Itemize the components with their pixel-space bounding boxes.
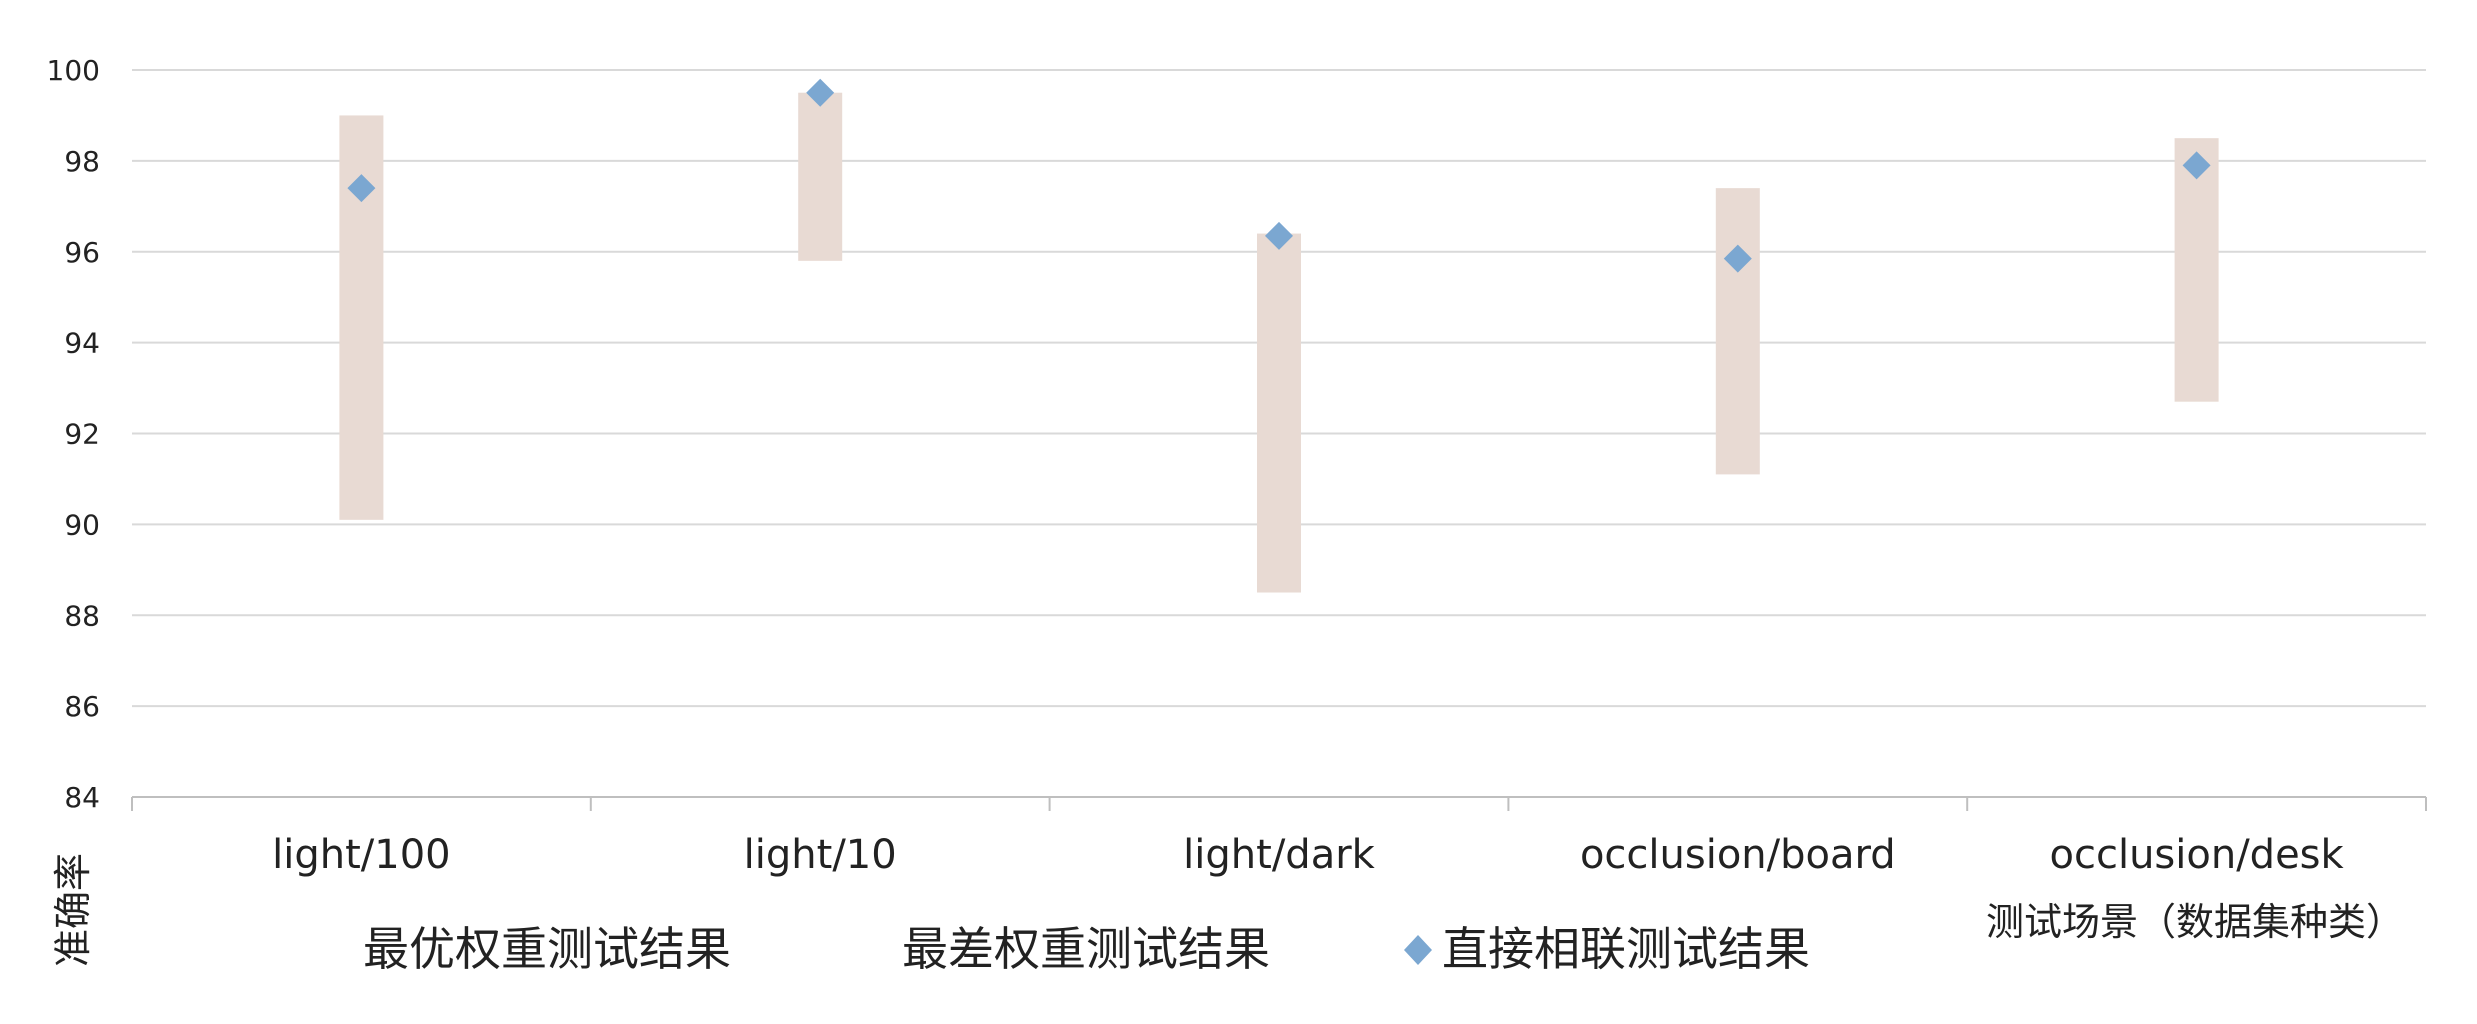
y-tick-label: 92 (64, 418, 100, 451)
x-axis-title: 测试场景（数据集种类） (1986, 900, 2404, 944)
range-bars (339, 92, 2219, 593)
y-tick-label: 86 (64, 690, 100, 723)
y-tick-label: 84 (64, 781, 100, 814)
legend-label-worst: 最差权重测试结果 (902, 922, 1270, 976)
category-label: occlusion/desk (2050, 832, 2345, 878)
y-axis-title: 准确率 (51, 853, 95, 967)
data-marker (1723, 244, 1752, 273)
category-label: light/dark (1183, 832, 1375, 878)
category-labels: light/100 light/10 light/dark occlusion/boa… (272, 832, 2344, 878)
data-marker (806, 78, 835, 107)
x-axis (131, 796, 2427, 811)
data-markers (347, 78, 2211, 273)
data-marker (2182, 151, 2211, 180)
y-tick-label: 98 (64, 145, 100, 178)
y-tick-label: 94 (64, 327, 100, 360)
diamond-icon (1404, 935, 1432, 965)
category-label: light/10 (744, 832, 897, 878)
y-tick-label: 96 (64, 236, 100, 269)
y-tick-label: 90 (64, 508, 100, 541)
range-bar (798, 92, 843, 261)
category-label: light/100 (272, 832, 450, 878)
data-marker (1265, 221, 1293, 250)
y-tick-label: 88 (64, 599, 100, 632)
category-label: occlusion/board (1580, 832, 1896, 878)
y-tick-label: 100 (47, 54, 100, 87)
legend-label-best: 最优权重测试结果 (363, 922, 731, 976)
range-bar (1257, 233, 1301, 593)
y-tick-labels: 100 98 96 94 92 90 88 86 84 (47, 54, 100, 814)
legend-label-direct: 直接相联测试结果 (1442, 922, 1810, 976)
range-bar (2174, 138, 2219, 402)
legend: 最优权重测试结果 最差权重测试结果 直接相联测试结果 (363, 922, 1810, 976)
range-bar (1715, 188, 1760, 475)
data-marker (347, 174, 376, 203)
